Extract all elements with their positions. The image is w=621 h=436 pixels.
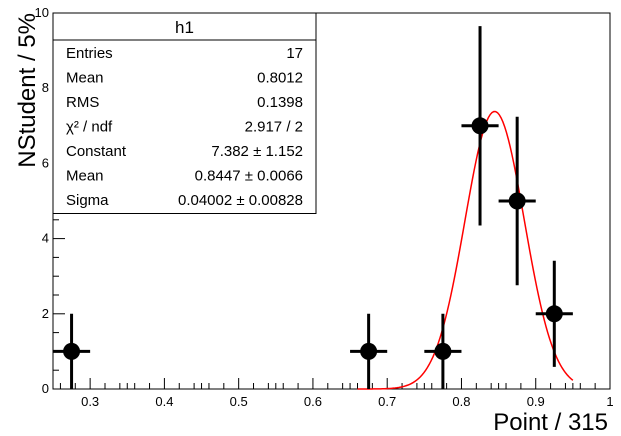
x-tick-label: 0.3 bbox=[81, 394, 99, 409]
x-tick-label: 0.9 bbox=[527, 394, 545, 409]
stats-box-title: h1 bbox=[175, 18, 194, 37]
x-tick-label: 0.4 bbox=[155, 394, 173, 409]
stats-label: χ² / ndf bbox=[66, 119, 113, 136]
x-tick-label: 0.6 bbox=[304, 394, 322, 409]
data-point bbox=[461, 26, 499, 226]
y-tick-label: 4 bbox=[42, 231, 49, 246]
y-tick-label: 0 bbox=[42, 381, 49, 396]
stats-label: Entries bbox=[66, 45, 113, 62]
stats-label: RMS bbox=[66, 94, 99, 111]
x-tick-label: 1 bbox=[606, 394, 613, 409]
point-marker bbox=[471, 117, 489, 135]
stats-label: Constant bbox=[66, 143, 127, 160]
stats-value: 0.04002 ± 0.00828 bbox=[178, 192, 303, 209]
data-point bbox=[350, 313, 388, 389]
point-marker bbox=[434, 342, 452, 360]
data-point bbox=[53, 313, 91, 389]
data-points-layer bbox=[53, 26, 573, 389]
stats-value: 0.1398 bbox=[257, 94, 303, 111]
y-axis-title: NStudent / 5% bbox=[14, 13, 41, 168]
stats-value: 7.382 ± 1.152 bbox=[211, 143, 303, 160]
stats-value: 0.8012 bbox=[257, 70, 303, 87]
stats-value: 2.917 / 2 bbox=[245, 119, 303, 136]
stats-box-frame bbox=[52, 12, 317, 214]
y-tick-label: 10 bbox=[35, 5, 49, 20]
stats-label: Sigma bbox=[66, 192, 109, 209]
fit-curve-layer bbox=[357, 110, 574, 390]
point-marker bbox=[360, 342, 378, 360]
y-tick-label: 2 bbox=[42, 306, 49, 321]
stats-value: 17 bbox=[286, 45, 303, 62]
stats-label: Mean bbox=[66, 70, 104, 87]
data-point bbox=[498, 116, 536, 286]
x-tick-label: 0.8 bbox=[452, 394, 470, 409]
x-tick-label: 0.5 bbox=[230, 394, 248, 409]
point-marker bbox=[508, 192, 526, 210]
stats-label: Mean bbox=[66, 168, 104, 185]
x-axis-title: Point / 315 bbox=[493, 409, 608, 436]
y-tick-label: 6 bbox=[42, 155, 49, 170]
data-point bbox=[424, 313, 462, 389]
y-tick-label: 8 bbox=[42, 80, 49, 95]
x-tick-label: 0.7 bbox=[378, 394, 396, 409]
stats-value: 0.8447 ± 0.0066 bbox=[195, 168, 303, 185]
point-marker bbox=[545, 305, 563, 323]
stats-box: h1 Entries 17 Mean 0.8012 RMS 0.1398 χ² / ndf 2.… bbox=[52, 12, 317, 214]
fit-curve bbox=[357, 110, 574, 390]
point-marker bbox=[63, 342, 81, 360]
data-point bbox=[535, 260, 573, 367]
